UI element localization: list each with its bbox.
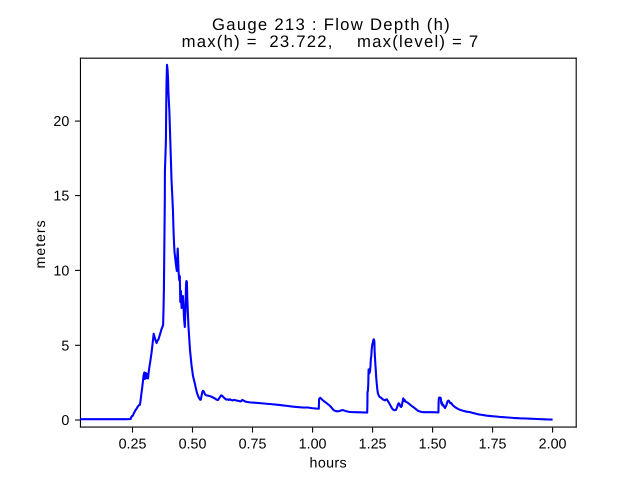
- svg-text:0.25: 0.25: [119, 436, 147, 452]
- svg-text:Gauge 213 : Flow Depth (h): Gauge 213 : Flow Depth (h): [212, 15, 451, 34]
- svg-text:1.25: 1.25: [359, 436, 387, 452]
- svg-text:max(h) = 23.722, max(level: max(h) = 23.722, max(level) = 7: [182, 32, 480, 51]
- svg-text:1.75: 1.75: [479, 436, 507, 452]
- svg-text:1.50: 1.50: [419, 436, 447, 452]
- svg-text:hours: hours: [310, 456, 348, 472]
- svg-text:0.75: 0.75: [239, 436, 267, 452]
- svg-text:2.00: 2.00: [539, 436, 567, 452]
- svg-text:10: 10: [53, 263, 69, 279]
- svg-text:1.00: 1.00: [299, 436, 327, 452]
- svg-text:0: 0: [61, 413, 69, 429]
- svg-text:5: 5: [61, 338, 69, 354]
- svg-text:meters: meters: [33, 219, 49, 268]
- svg-text:15: 15: [53, 189, 69, 205]
- svg-text:0.50: 0.50: [179, 436, 207, 452]
- svg-text:20: 20: [53, 114, 69, 130]
